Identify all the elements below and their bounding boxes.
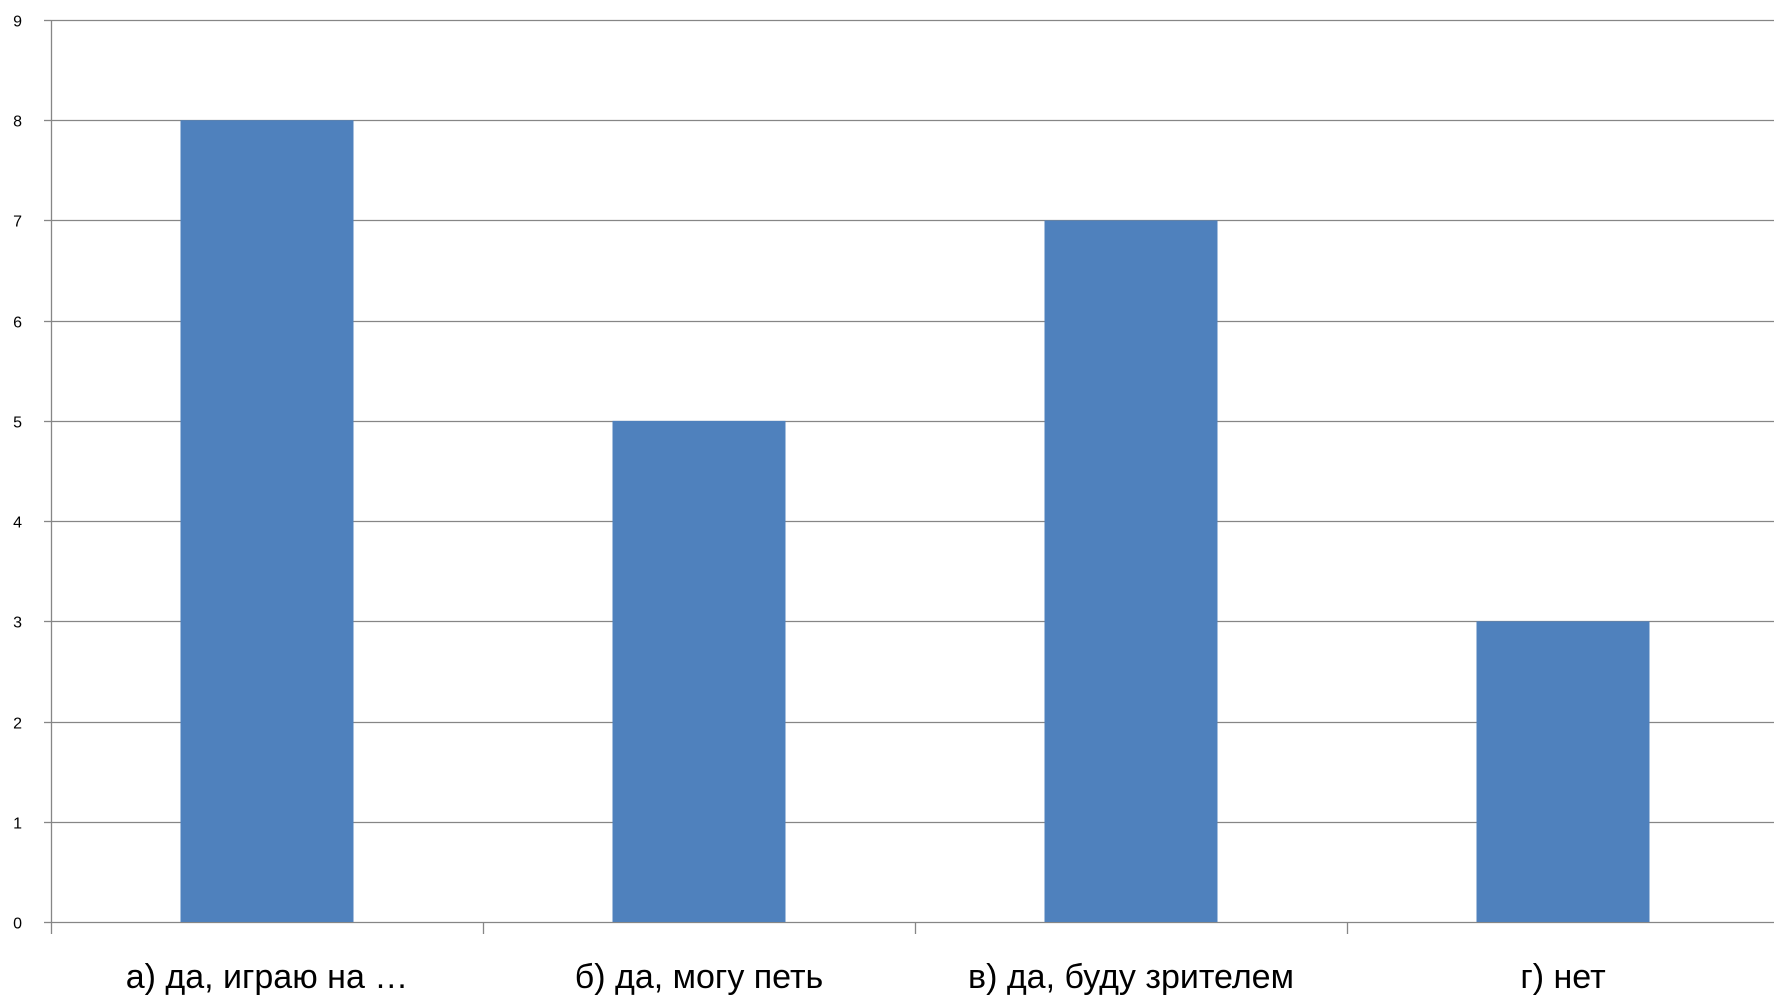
category-label: в) да, буду зрителем [968,958,1294,996]
y-tick-labels: 0 1 2 3 4 5 6 7 8 9 [13,14,22,933]
y-tick-label: 4 [13,515,22,532]
category-label: б) да, могу петь [575,958,824,996]
category-label: г) нет [1520,958,1605,996]
bar [180,120,354,922]
bar [1044,220,1218,922]
y-tick-label: 9 [13,14,22,31]
category-label: а) да, играю на … [126,958,409,996]
y-tick-label: 2 [13,716,22,733]
y-tick-label: 8 [13,114,22,131]
y-tick-label: 3 [13,615,22,632]
y-tick-label: 1 [13,816,22,833]
bar [612,420,786,922]
y-tick-label: 0 [13,916,22,933]
bars [180,120,1650,922]
y-tick-label: 5 [13,415,22,432]
category-labels: а) да, играю на … б) да, могу петь в) да, … [126,958,1606,996]
bar [1476,621,1650,922]
y-tick-label: 7 [13,214,22,231]
axes [44,19,1774,934]
y-tick-label: 6 [13,315,22,332]
